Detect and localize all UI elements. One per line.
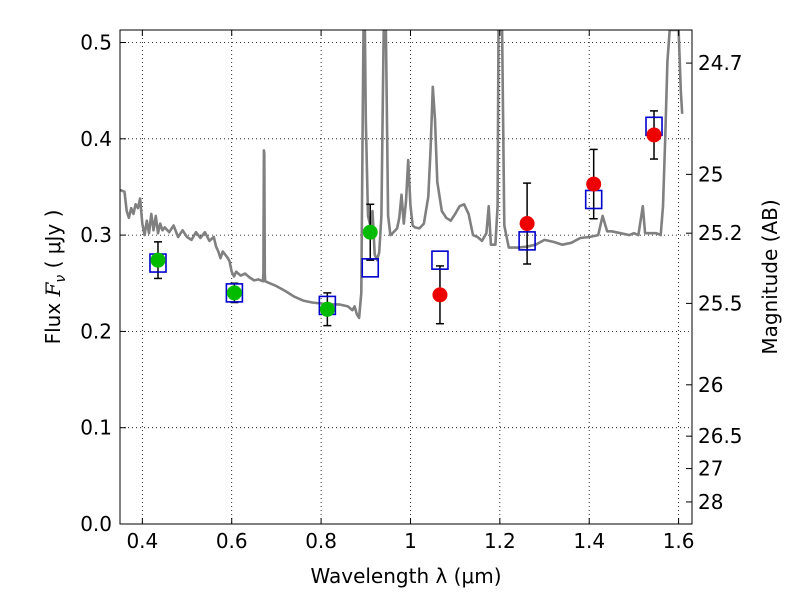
- y-tick-label: 0.3: [80, 223, 112, 247]
- y-axis-label-prefix: Flux: [41, 296, 65, 344]
- plot-frame: [119, 29, 693, 525]
- y2-tick-label: 28: [698, 490, 723, 514]
- optical-data-point: [362, 224, 378, 240]
- plot-area: [120, 30, 684, 327]
- x-tick-label: 1.2: [484, 529, 516, 553]
- optical-data-point: [319, 301, 335, 317]
- axis-tick-labels: 0.4 0.6 0.8 1 1.2 1.4 1.6 0.0 0.1 0.2 0.3 0.4 0.5 24.…: [80, 31, 742, 553]
- optical-data-point: [150, 252, 166, 268]
- y-axis-label-subscript: ν: [53, 275, 69, 283]
- optical-data-point: [226, 285, 242, 301]
- nir-data-point: [432, 287, 448, 303]
- axis-ticks: [120, 30, 692, 525]
- nir-data-point: [586, 176, 602, 192]
- y-tick-label: 0.4: [80, 127, 112, 151]
- x-tick-label: 0.6: [216, 529, 248, 553]
- x-tick-label: 0.4: [126, 529, 158, 553]
- nir-data-point: [519, 216, 535, 232]
- y2-tick-label: 24.7: [698, 51, 743, 75]
- y2-tick-label: 25.2: [698, 221, 743, 245]
- x-tick-label: 0.8: [305, 529, 337, 553]
- y2-tick-label: 25: [698, 162, 723, 186]
- y-axis-label-symbol: F: [41, 281, 65, 297]
- y-tick-label: 0.5: [80, 31, 112, 55]
- y-tick-label: 0.0: [80, 512, 112, 536]
- model-square-marker: [361, 258, 380, 278]
- y2-tick-label: 26.5: [698, 424, 743, 448]
- x-tick-label: 1.4: [573, 529, 605, 553]
- y-tick-label: 0.2: [80, 319, 112, 343]
- model-square-marker: [431, 250, 449, 270]
- y-axis-label-unit: ( μJy ): [41, 210, 65, 275]
- data-points: [149, 110, 663, 327]
- y2-tick-label: 27: [698, 457, 723, 481]
- y2-tick-label: 26: [698, 373, 723, 397]
- y2-tick-label: 25.5: [698, 291, 743, 315]
- nir-data-point: [646, 127, 662, 143]
- x-tick-label: 1: [404, 529, 417, 553]
- model-square-marker: [518, 231, 536, 251]
- y-tick-label: 0.1: [80, 416, 112, 440]
- x-axis-label: Wavelength λ (μm): [310, 564, 501, 588]
- y-axis-label: Flux Fν ( μJy ): [41, 210, 69, 345]
- model-square-marker: [225, 283, 244, 303]
- y2-axis-label: Magnitude (AB): [758, 199, 782, 354]
- x-tick-label: 1.6: [663, 529, 695, 553]
